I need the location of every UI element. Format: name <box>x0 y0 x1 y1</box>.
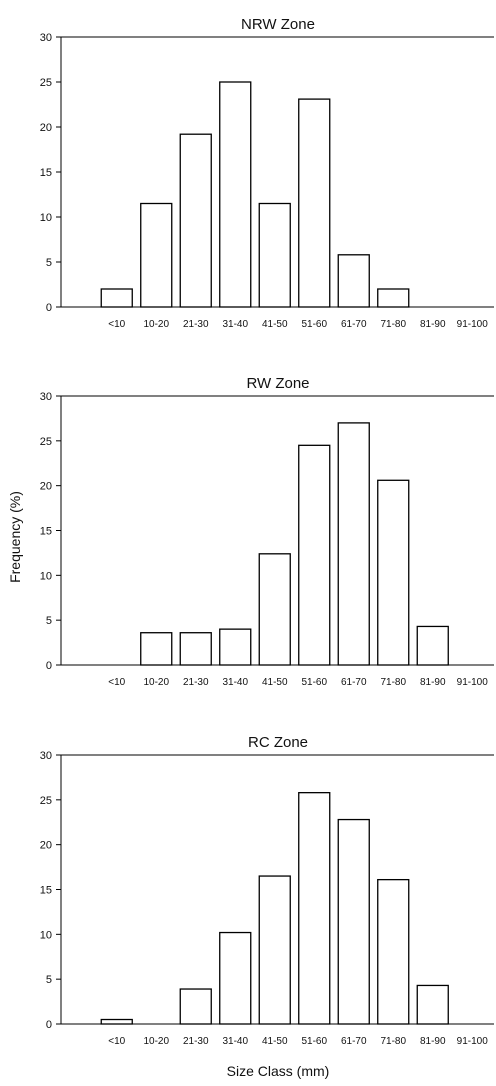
bar <box>180 989 211 1024</box>
y-tick-label: 10 <box>40 212 52 224</box>
chart-panel-1: NRW Zone 0 5 10 15 20 25 30 <10 10-20 21-30 31-40 41… <box>40 16 494 330</box>
category-label: 91-100 <box>457 319 489 330</box>
y-tick-label: 25 <box>40 795 52 807</box>
category-label: 61-70 <box>341 1036 367 1047</box>
bar <box>378 880 409 1024</box>
category-label: 81-90 <box>420 1036 446 1047</box>
x-axis-title: Size Class (mm) <box>227 1063 330 1079</box>
bar <box>220 933 251 1024</box>
category-label: 31-40 <box>222 1036 248 1047</box>
bar <box>259 554 290 665</box>
bar <box>299 793 330 1024</box>
category-label: 10-20 <box>143 319 169 330</box>
bar <box>141 204 172 308</box>
bar <box>220 82 251 307</box>
category-label: 41-50 <box>262 1036 288 1047</box>
category-label: 21-30 <box>183 677 209 688</box>
bar <box>417 626 448 665</box>
y-tick-label: 25 <box>40 436 52 448</box>
y-tick-label: 15 <box>40 167 52 179</box>
bar <box>180 633 211 665</box>
y-tick-label: 30 <box>40 750 52 762</box>
y-tick-label: 30 <box>40 32 52 44</box>
y-tick-label: 0 <box>46 302 52 314</box>
bar <box>338 423 369 665</box>
category-label: 10-20 <box>143 1036 169 1047</box>
category-label: 31-40 <box>222 677 248 688</box>
category-label: 21-30 <box>183 319 209 330</box>
category-label: 51-60 <box>301 677 327 688</box>
bar <box>338 820 369 1024</box>
bar <box>180 134 211 307</box>
y-tick-label: 0 <box>46 1019 52 1031</box>
y-tick-label: 30 <box>40 391 52 403</box>
category-label: 41-50 <box>262 677 288 688</box>
bar <box>259 876 290 1024</box>
category-label: 71-80 <box>380 319 406 330</box>
category-label: 81-90 <box>420 319 446 330</box>
category-label: 31-40 <box>222 319 248 330</box>
y-tick-label: 20 <box>40 840 52 852</box>
category-label: 61-70 <box>341 677 367 688</box>
category-label: 61-70 <box>341 319 367 330</box>
bar <box>378 480 409 665</box>
category-label: <10 <box>108 319 125 330</box>
category-label: 10-20 <box>143 677 169 688</box>
y-tick-label: 15 <box>40 885 52 897</box>
y-tick-label: 5 <box>46 974 52 986</box>
category-label: 41-50 <box>262 319 288 330</box>
bar <box>417 985 448 1024</box>
category-label: 71-80 <box>380 1036 406 1047</box>
bar <box>141 633 172 665</box>
bar <box>101 1020 132 1024</box>
category-label: 91-100 <box>457 1036 489 1047</box>
panel-title: RC Zone <box>248 734 308 751</box>
bar <box>299 445 330 665</box>
y-tick-label: 5 <box>46 257 52 269</box>
category-label: 81-90 <box>420 677 446 688</box>
y-tick-label: 10 <box>40 570 52 582</box>
y-tick-label: 25 <box>40 77 52 89</box>
bar <box>259 204 290 308</box>
category-label: 71-80 <box>380 677 406 688</box>
panel-title: NRW Zone <box>241 16 315 33</box>
bar <box>378 289 409 307</box>
y-axis-title: Frequency (%) <box>7 491 23 583</box>
chart-panel-2: RW Zone 0 5 10 15 20 25 30 <10 10-20 21-30 31-40 41-… <box>40 375 494 688</box>
bar <box>220 629 251 665</box>
chart-panel-3: RC Zone 0 5 10 15 20 25 30 <10 10-20 21-30 31-40 41-… <box>40 734 494 1047</box>
category-label: 91-100 <box>457 677 489 688</box>
chart-panels: NRW Zone 0 5 10 15 20 25 30 <10 10-20 21-30 31-40 41… <box>40 16 494 1047</box>
category-label: <10 <box>108 677 125 688</box>
bar <box>101 289 132 307</box>
y-tick-label: 20 <box>40 122 52 134</box>
panel-title: RW Zone <box>246 375 309 392</box>
y-tick-label: 15 <box>40 526 52 538</box>
bar <box>299 99 330 307</box>
y-tick-label: 5 <box>46 615 52 627</box>
y-tick-label: 0 <box>46 660 52 672</box>
category-label: <10 <box>108 1036 125 1047</box>
y-tick-label: 10 <box>40 929 52 941</box>
category-label: 21-30 <box>183 1036 209 1047</box>
category-label: 51-60 <box>301 1036 327 1047</box>
y-tick-label: 20 <box>40 481 52 493</box>
bar <box>338 255 369 307</box>
category-label: 51-60 <box>301 319 327 330</box>
